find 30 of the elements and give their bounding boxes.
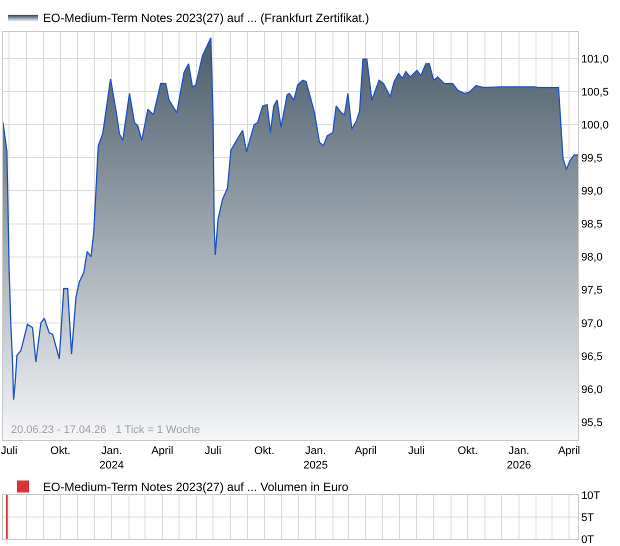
y-tick-label: 99,0 (581, 186, 603, 198)
annotation: 20.06.23 - 17.04.26 1 Tick = 1 Woche (11, 424, 200, 436)
legend-label: EO-Medium-Term Notes 2023(27) auf ... (Frankfurt Zertifikat.) (43, 11, 370, 26)
x-tick-label: April (354, 445, 377, 458)
x-tick-label: Okt. (458, 445, 478, 458)
y-tick-label: 97,0 (581, 318, 603, 330)
x-tick-label: Okt. (254, 445, 274, 458)
y-tick-label: 10T (581, 490, 600, 502)
y-tick-label: 95,5 (581, 417, 603, 429)
x-tick-label: Jan. 2026 (506, 445, 532, 472)
y-tick-label: 5T (581, 512, 594, 524)
x-tick-label: Juli (204, 445, 222, 458)
y-tick-label: 96,0 (581, 384, 603, 396)
x-tick-label: Jan. 2025 (303, 445, 328, 472)
y-tick-label: 0T (581, 534, 594, 546)
y-tick-label: 98,5 (581, 218, 603, 231)
x-tick-label: Juli (0, 445, 18, 458)
y-tick-label: 96,5 (581, 350, 603, 363)
y-tick-label: 99,5 (581, 152, 603, 164)
y-tick-label: 97,5 (581, 284, 603, 297)
x-tick-label: Juli (408, 445, 425, 458)
x-tick-label: Jan. 2024 (99, 445, 124, 472)
y-tick-label: 98,0 (581, 252, 603, 264)
y-tick-label: 100,0 (581, 119, 609, 132)
x-tick-label: April (558, 445, 580, 458)
y-tick-label: 100,5 (581, 86, 609, 98)
x-tick-label: April (151, 445, 174, 458)
legend-label: EO-Medium-Term Notes 2023(27) auf ... Volumen in Euro (43, 480, 349, 494)
y-tick-label: 101,0 (581, 53, 609, 66)
x-tick-label: Okt. (50, 445, 70, 458)
